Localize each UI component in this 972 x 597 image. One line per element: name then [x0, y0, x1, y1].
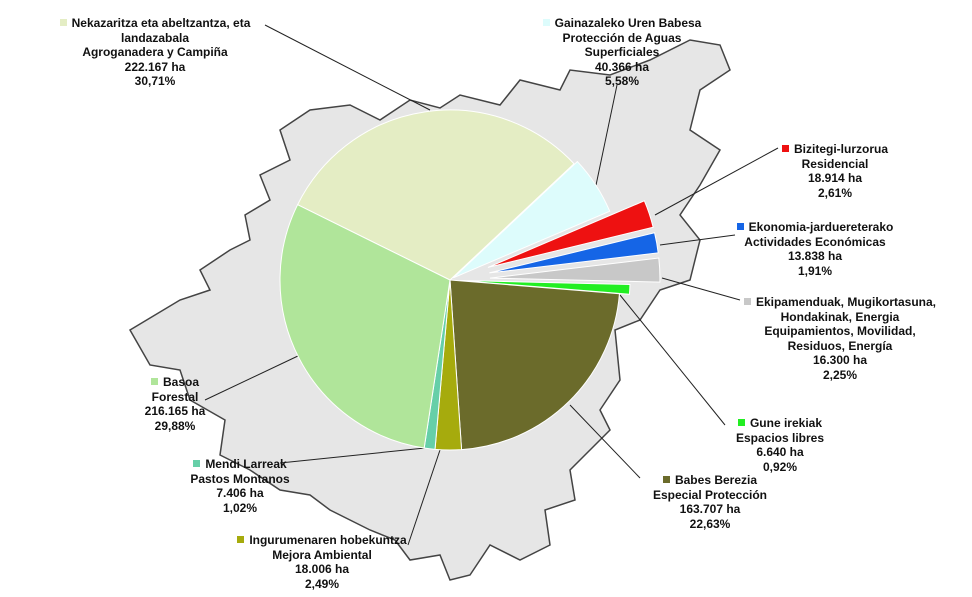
label-es: Equipamientos, Movilidad, Residuos, Ener… [764, 324, 916, 353]
slice-label: Bizitegi-lurzorua Residencial 18.914 ha 2,6… [765, 142, 905, 200]
label-es: Agroganadera y Campiña [82, 45, 228, 59]
area-label: 18.914 ha [807, 171, 863, 185]
pie-slice [453, 160, 611, 279]
label-es: Pastos Montanos [190, 471, 290, 486]
label-eu: Ekipamenduak, Mugikortasuna, Hondakinak,… [755, 295, 937, 324]
label-es: Residencial [801, 156, 869, 171]
legend-swatch [59, 19, 67, 26]
label-eu: Bizitegi-lurzorua [793, 142, 888, 156]
area-label: 18.006 ha [294, 562, 350, 576]
slice-label: Ingurumenaren hobekuntza Mejora Ambiental… [222, 533, 422, 591]
label-eu: Mendi Larreak [205, 457, 287, 471]
leader-line [659, 234, 736, 246]
leader-line [661, 277, 741, 301]
label-es: Actividades Económicas [744, 234, 886, 249]
leader-line [279, 447, 426, 464]
percent-label: 2,49% [304, 576, 340, 591]
legend-swatch [150, 378, 158, 385]
area-label: 13.838 ha [787, 249, 843, 263]
label-es: Mejora Ambiental [272, 547, 372, 562]
percent-label: 1,91% [797, 263, 833, 278]
label-es: Espacios libres [735, 430, 825, 445]
legend-swatch [662, 476, 670, 483]
area-label: 222.167 ha [124, 59, 186, 74]
slice-label: Basoa Forestal 216.165 ha 29,88% [115, 375, 235, 433]
percent-label: 0,92% [762, 459, 798, 474]
percent-label: 1,02% [222, 500, 258, 515]
label-eu: Nekazaritza eta abeltzantza, eta landaza… [71, 16, 251, 45]
pie-slice [489, 257, 661, 283]
percent-label: 30,71% [134, 74, 176, 88]
slice-label: Nekazaritza eta abeltzantza, eta landaza… [50, 16, 260, 89]
label-eu: Ekonomia-jarduereterako [748, 220, 894, 234]
leader-line [264, 24, 431, 111]
legend-swatch [193, 460, 201, 467]
area-label: 40.366 ha [594, 59, 650, 74]
percent-label: 2,61% [817, 185, 853, 200]
slice-label: Gune irekiak Espacios libres 6.640 ha 0,92% [715, 416, 845, 474]
leader-line [654, 147, 779, 216]
leader-line [569, 404, 641, 479]
label-eu: Basoa [162, 375, 200, 389]
slice-label: Ekonomia-jarduereterako Actividades Econó… [730, 220, 900, 278]
leader-line [204, 354, 301, 401]
legend-swatch [237, 536, 245, 543]
label-eu: Babes Berezia [674, 473, 758, 487]
area-label: 216.165 ha [144, 404, 206, 418]
pie-slice [296, 109, 575, 281]
label-eu: Ingurumenaren hobekuntza [249, 533, 407, 547]
legend-swatch [743, 298, 751, 305]
slice-label: Gainazaleko Uren Babesa Protección de Agu… [537, 16, 707, 89]
leader-line [594, 84, 618, 191]
legend-swatch [542, 19, 550, 26]
slice-label: Mendi Larreak Pastos Montanos 7.406 ha 1,02… [165, 457, 315, 515]
area-label: 6.640 ha [756, 445, 804, 459]
percent-label: 29,88% [154, 418, 196, 433]
percent-label: 2,25% [822, 367, 858, 382]
pie-slice [487, 200, 654, 268]
label-es: Protección de Aguas Superficiales [562, 30, 682, 60]
leader-line [619, 294, 726, 426]
area-label: 163.707 ha [679, 502, 741, 516]
legend-swatch [736, 223, 744, 230]
area-label: 16.300 ha [812, 353, 868, 367]
area-label: 7.406 ha [216, 486, 264, 500]
legend-swatch [781, 145, 789, 152]
pie-slice [489, 232, 659, 274]
label-es: Forestal [151, 389, 199, 404]
percent-label: 5,58% [604, 74, 640, 88]
label-es: Especial Protección [652, 487, 768, 502]
pie-slice [449, 279, 620, 451]
pie-slice [279, 204, 451, 449]
legend-swatch [737, 419, 745, 426]
slice-label: Ekipamenduak, Mugikortasuna, Hondakinak,… [740, 295, 940, 382]
label-eu: Gainazaleko Uren Babesa [554, 16, 702, 30]
leader-line [407, 449, 441, 546]
percent-label: 22,63% [689, 516, 731, 531]
slice-label: Babes Berezia Especial Protección 163.707 … [630, 473, 790, 531]
label-eu: Gune irekiak [749, 416, 823, 430]
